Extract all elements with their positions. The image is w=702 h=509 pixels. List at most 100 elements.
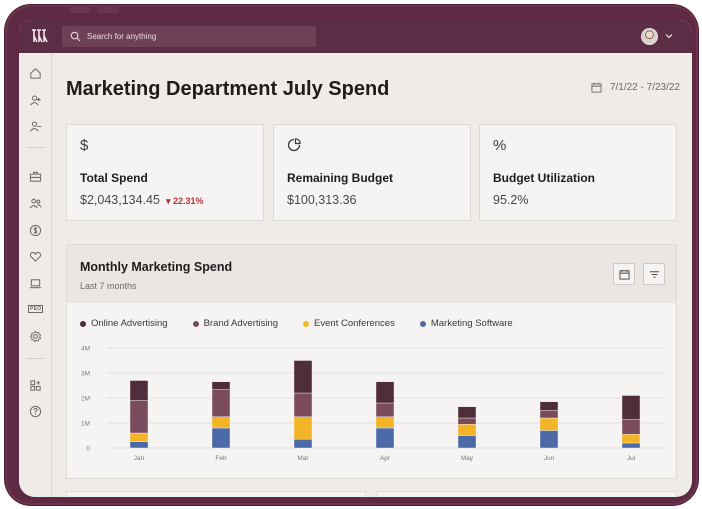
sidebar-divider (27, 358, 44, 359)
y-tick-label: 1M (81, 421, 90, 428)
bar-segment[interactable] (375, 416, 395, 429)
dollar-circle-icon[interactable] (29, 224, 42, 237)
bar-segment[interactable] (621, 442, 641, 449)
app-logo-icon[interactable] (30, 27, 48, 45)
card-label: Total Spend (80, 171, 148, 185)
hardware-button (97, 7, 119, 13)
bar-segment[interactable] (375, 427, 395, 449)
calendar-icon (618, 269, 630, 280)
hardware-button (69, 7, 91, 13)
search-icon (70, 31, 81, 42)
legend-item: Brand Advertising (192, 318, 279, 329)
x-tick-label: Jan (134, 455, 145, 462)
dollar-icon: $ (80, 137, 89, 154)
apps-icon[interactable] (29, 379, 42, 392)
total-spend-value: $2,043,134.45 (80, 193, 160, 207)
help-icon[interactable] (29, 405, 42, 418)
bar-segment[interactable] (211, 427, 231, 449)
x-tick-label: Apr (380, 455, 391, 462)
user-avatar[interactable] (641, 28, 658, 45)
peo-icon[interactable]: PEO (28, 305, 44, 313)
bar-segment[interactable] (211, 416, 231, 429)
panel-subtitle: Last 7 months (80, 281, 137, 291)
remaining-budget-value: $100,313.36 (287, 193, 357, 207)
panel-title: Monthly Marketing Spend (80, 260, 233, 274)
legend-item: Event Conferences (303, 318, 395, 329)
date-range-text: 7/1/22 - 7/23/22 (609, 82, 680, 93)
bar-segment[interactable] (539, 401, 559, 411)
monthly-spend-panel: Monthly Marketing Spend Last 7 months On… (66, 244, 677, 479)
bar-segment[interactable] (293, 392, 313, 417)
percent-icon: % (493, 137, 507, 154)
bar-segment[interactable] (293, 360, 313, 394)
delta-value: 22.31% (172, 196, 204, 206)
legend-item: Online Advertising (80, 318, 168, 329)
filter-icon (649, 270, 659, 278)
bar-segment[interactable] (457, 406, 477, 419)
legend-label: Brand Advertising (203, 318, 279, 329)
bar-segment[interactable] (129, 432, 149, 442)
page-title: Marketing Department July Spend (66, 78, 390, 100)
top-bar: Search for anything (19, 20, 692, 53)
bar-segment[interactable] (539, 410, 559, 419)
budget-utilization-card: % Budget Utilization 95.2% (479, 124, 677, 221)
team-icon[interactable] (29, 197, 42, 210)
bar-segment[interactable] (621, 395, 641, 420)
calendar-button[interactable] (613, 263, 635, 285)
chevron-down-icon[interactable] (665, 32, 673, 40)
x-tick-label: Jun (544, 455, 555, 462)
main-content: Marketing Department July Spend 7/1/22 -… (53, 53, 692, 497)
user-remove-icon[interactable] (29, 120, 42, 133)
bar-segment[interactable] (293, 439, 313, 449)
tablet-frame: Search for anything PEO Mark (5, 5, 698, 505)
y-tick-label: 2M (81, 396, 90, 403)
sidebar: PEO (19, 53, 52, 497)
stacked-bar-chart: 0 1M 2M 3M 4M Jan Feb Mar Apr May Jun Jul (81, 346, 664, 462)
panel-header: Monthly Marketing Spend Last 7 months (67, 245, 676, 303)
bar-segment[interactable] (211, 389, 231, 417)
legend-swatch (419, 320, 426, 327)
settings-icon[interactable] (29, 330, 42, 343)
briefcase-icon[interactable] (29, 170, 42, 183)
bar-segment[interactable] (375, 402, 395, 417)
x-tick-label: Feb (215, 455, 227, 462)
bar-segment[interactable] (457, 435, 477, 449)
bottom-card (377, 491, 677, 497)
filter-button[interactable] (643, 263, 665, 285)
bar-segment[interactable] (129, 380, 149, 401)
delta-badge: ▾ 22.31% (166, 196, 204, 206)
bar-segment[interactable] (621, 434, 641, 444)
pie-chart-icon (287, 138, 301, 152)
bar-segment[interactable] (539, 417, 559, 431)
date-range-picker[interactable]: 7/1/22 - 7/23/22 (591, 82, 680, 93)
x-tick-label: May (461, 455, 474, 462)
remaining-budget-card: Remaining Budget $100,313.36 (273, 124, 471, 221)
card-label: Budget Utilization (493, 171, 595, 185)
bar-segment[interactable] (375, 381, 395, 404)
bar-segment[interactable] (293, 416, 313, 440)
legend-label: Marketing Software (430, 318, 513, 329)
bar-segment[interactable] (457, 424, 477, 436)
x-tick-label: Mar (297, 455, 309, 462)
search-bar[interactable]: Search for anything (62, 26, 316, 47)
total-spend-card: $ Total Spend $2,043,134.45 ▾ 22.31% (66, 124, 264, 221)
y-tick-label: 3M (81, 371, 90, 378)
bar-segment[interactable] (621, 419, 641, 435)
laptop-icon[interactable] (29, 277, 42, 290)
y-tick-label: 4M (81, 346, 90, 353)
user-add-icon[interactable] (29, 94, 42, 107)
x-tick-label: Jul (627, 455, 636, 462)
home-icon[interactable] (29, 67, 42, 80)
budget-utilization-value: 95.2% (493, 193, 529, 207)
legend-swatch (192, 320, 199, 327)
app-screen: Search for anything PEO Mark (19, 20, 692, 497)
bar-segment[interactable] (129, 441, 149, 449)
heart-icon[interactable] (29, 250, 42, 263)
bar-segment[interactable] (211, 381, 231, 390)
legend-label: Online Advertising (91, 318, 168, 329)
bar-segment[interactable] (539, 430, 559, 449)
bottom-card (66, 491, 366, 497)
bar-segment[interactable] (457, 417, 477, 425)
card-label: Remaining Budget (287, 171, 394, 185)
bar-segment[interactable] (129, 400, 149, 434)
